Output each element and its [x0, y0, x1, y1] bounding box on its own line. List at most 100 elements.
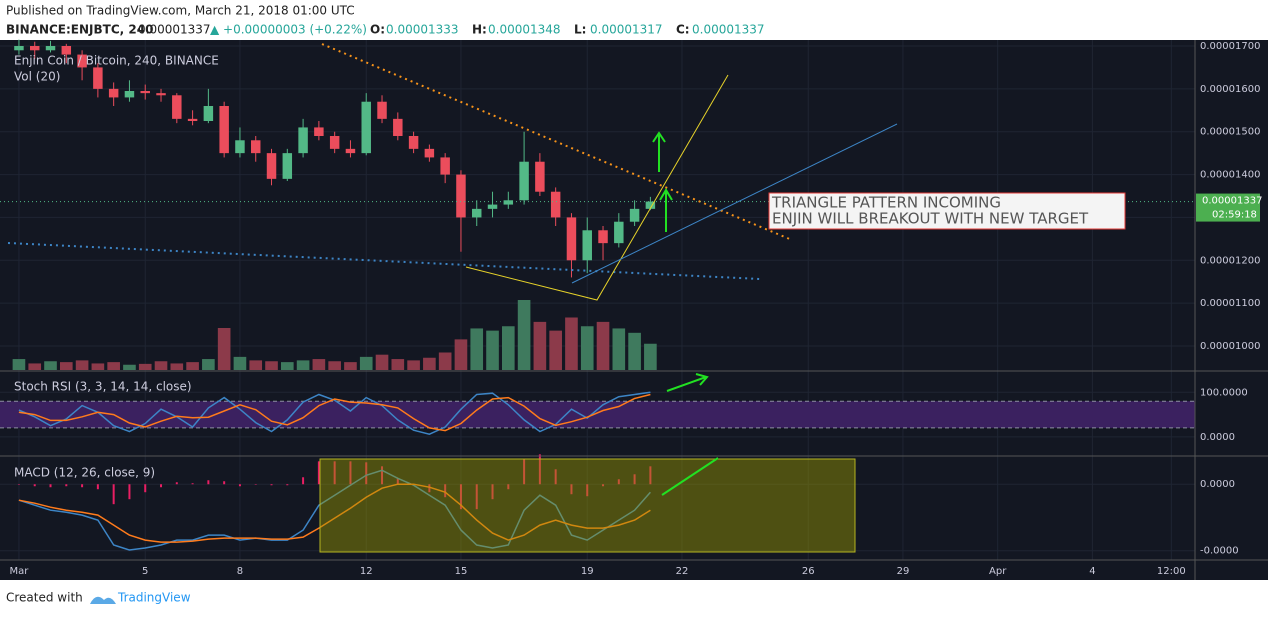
volume-bar	[344, 362, 357, 370]
candle-body	[614, 221, 624, 244]
candle-body	[550, 191, 561, 218]
candle-body	[503, 200, 514, 205]
volume-bar	[533, 321, 547, 370]
candle-body	[45, 46, 56, 51]
chart-background	[0, 40, 1268, 580]
highlight-box	[319, 458, 856, 553]
histogram-bar	[586, 484, 589, 497]
x-tick-label: 26	[802, 566, 815, 577]
x-tick-label: 12:00	[1157, 566, 1186, 577]
candle-body	[235, 140, 245, 154]
candle-body	[377, 101, 387, 119]
logo	[90, 596, 116, 604]
annotation-box	[768, 192, 1126, 230]
histogram-bar	[302, 477, 305, 485]
y-tick-label: 0.00001400	[1200, 170, 1260, 181]
x-tick-label: Apr	[989, 566, 1007, 577]
candle-body	[314, 127, 324, 136]
ohlc-value: 0.00001333	[386, 23, 459, 37]
histogram-bar	[507, 484, 510, 490]
volume-bar	[375, 354, 389, 370]
candle-body	[298, 127, 308, 154]
volume-bar	[486, 330, 499, 370]
candle-body	[329, 136, 340, 149]
x-tick-label: 22	[676, 566, 689, 577]
candle-body	[645, 201, 656, 209]
candle-body	[408, 136, 419, 149]
y-tick-label: 0.00001600	[1200, 84, 1260, 95]
brand: TradingView	[117, 591, 191, 605]
volume-bar	[407, 360, 420, 370]
histogram-bar	[475, 484, 478, 510]
candle-body	[77, 54, 87, 68]
histogram-bar	[428, 484, 431, 493]
volume-bar	[549, 330, 562, 370]
arrow	[652, 131, 666, 172]
trend-line	[571, 123, 898, 284]
histogram-bar	[81, 484, 84, 488]
volume-bar	[612, 328, 626, 370]
volume-bar	[359, 356, 373, 370]
ohlc-label: C:	[676, 23, 690, 37]
volume-bar	[12, 359, 26, 370]
histogram-bar	[523, 459, 526, 485]
line	[18, 483, 651, 543]
symbol: BINANCE:ENJBTC, 240	[6, 23, 153, 37]
y-tick-label: 0.00001200	[1200, 255, 1260, 266]
candle-body	[219, 106, 229, 154]
histogram-bar	[270, 484, 273, 486]
triangle-line	[465, 74, 729, 301]
price: 0.00001337	[138, 23, 211, 37]
volume-bar	[328, 361, 341, 370]
volume-bar	[123, 364, 136, 370]
candle-body	[393, 118, 403, 136]
arrow	[666, 373, 709, 392]
volume-bar	[438, 352, 452, 370]
ohlc-value: 0.00001337	[692, 23, 765, 37]
candle-body	[424, 148, 435, 158]
legend: Stoch RSI (3, 3, 14, 14, close)	[14, 380, 192, 394]
histogram-bar	[349, 461, 352, 485]
volume-bar	[565, 317, 578, 370]
annotation: TRIANGLE PATTERN INCOMING	[771, 194, 1001, 212]
candle-body	[250, 140, 261, 154]
published: Published on TradingView.com, March 21, …	[6, 4, 355, 18]
candle-body	[124, 91, 135, 98]
volume-bar	[202, 359, 215, 370]
annotation: ENJIN WILL BREAKOUT WITH NEW TARGET	[772, 210, 1089, 228]
last-price-box	[1196, 193, 1260, 222]
ohlc-label: O:	[370, 23, 385, 37]
x-tick-label: 19	[581, 566, 594, 577]
candle-body	[108, 88, 119, 98]
candle-body	[156, 93, 166, 96]
volume-bar	[501, 326, 515, 370]
ohlc-value: 0.00001317	[590, 23, 663, 37]
volume-bar	[138, 363, 152, 370]
y-tick-label: 0.00001100	[1200, 298, 1260, 309]
volume-bar	[91, 363, 105, 370]
volume-bar	[59, 362, 73, 370]
arrow	[659, 188, 673, 232]
volume-bar	[107, 362, 120, 370]
histogram-bar	[444, 484, 447, 498]
volume-bar	[265, 361, 278, 370]
histogram-bar	[254, 484, 257, 485]
histogram-bar	[365, 462, 368, 485]
histogram-bar	[49, 484, 52, 488]
candle-body	[172, 95, 182, 119]
countdown: 02:59:18	[1212, 210, 1257, 221]
volume-bar	[44, 361, 57, 370]
line	[18, 391, 651, 435]
candle-body	[472, 208, 482, 218]
volume-bar	[75, 360, 89, 370]
volume-bar	[312, 359, 326, 370]
candle-body	[266, 153, 277, 179]
histogram-bar	[538, 454, 541, 485]
histogram-bar	[602, 484, 605, 487]
volume-bar	[217, 328, 231, 370]
histogram-bar	[317, 461, 320, 485]
volume-bar	[170, 363, 184, 370]
line	[18, 469, 651, 551]
histogram-bar	[160, 484, 163, 488]
volume-bar	[280, 362, 294, 370]
